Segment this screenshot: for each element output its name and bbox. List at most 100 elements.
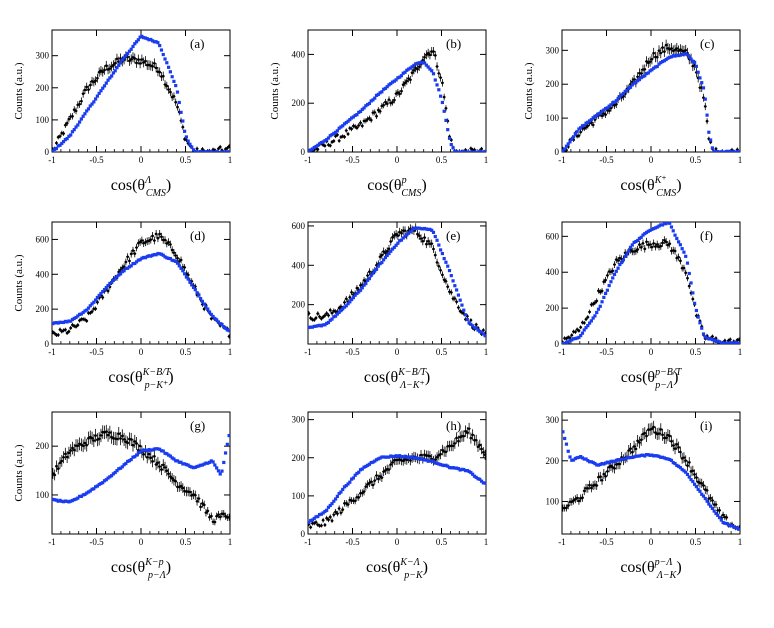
blue-data-point bbox=[65, 136, 69, 141]
blue-data-point bbox=[330, 133, 334, 137]
blue-data-point bbox=[321, 140, 325, 144]
blue-data-point bbox=[472, 326, 477, 330]
black-data-point bbox=[165, 84, 169, 88]
black-data-point bbox=[104, 430, 108, 433]
black-data-point bbox=[618, 462, 622, 466]
y-tick-label: 400 bbox=[36, 269, 50, 279]
blue-data-point bbox=[184, 463, 188, 467]
blue-data-point bbox=[476, 150, 480, 152]
blue-data-point bbox=[102, 479, 107, 483]
blue-data-point bbox=[110, 280, 114, 285]
blue-data-point bbox=[726, 523, 731, 527]
black-data-point bbox=[695, 476, 698, 479]
black-data-point bbox=[652, 51, 655, 55]
blue-data-point bbox=[479, 330, 484, 334]
blue-data-point bbox=[149, 37, 153, 42]
black-data-point bbox=[714, 147, 718, 151]
black-data-point bbox=[176, 105, 179, 109]
blue-data-point bbox=[81, 493, 85, 497]
black-data-point bbox=[165, 469, 169, 473]
black-data-point bbox=[380, 476, 384, 479]
panel-label: (g) bbox=[190, 418, 205, 433]
blue-data-point bbox=[348, 300, 352, 304]
blue-data-point bbox=[451, 279, 455, 283]
blue-data-point bbox=[634, 81, 638, 85]
blue-data-point bbox=[326, 505, 331, 509]
black-data-point bbox=[693, 473, 696, 476]
blue-data-point bbox=[179, 110, 183, 114]
y-tick-label: 200 bbox=[292, 453, 306, 463]
blue-data-point bbox=[627, 249, 631, 253]
black-data-point bbox=[320, 317, 323, 320]
blue-data-point bbox=[721, 150, 725, 152]
blue-data-point bbox=[342, 305, 347, 309]
x-tick-label: -0.5 bbox=[599, 155, 614, 165]
black-data-point bbox=[52, 472, 55, 475]
blue-data-point bbox=[108, 475, 112, 479]
blue-data-point bbox=[161, 52, 165, 57]
blue-data-point bbox=[190, 145, 194, 149]
blue-data-point bbox=[104, 478, 108, 482]
black-data-point bbox=[227, 144, 230, 148]
blue-data-point bbox=[458, 298, 462, 302]
black-data-point bbox=[316, 312, 320, 315]
blue-data-point bbox=[138, 35, 142, 39]
blue-data-point bbox=[637, 236, 642, 241]
blue-data-point bbox=[579, 333, 583, 338]
black-data-point bbox=[359, 121, 362, 125]
blue-data-point bbox=[101, 289, 105, 294]
black-data-point bbox=[604, 113, 607, 116]
blue-data-point bbox=[106, 283, 110, 288]
blue-data-point bbox=[367, 277, 372, 281]
blue-data-point bbox=[60, 499, 64, 503]
blue-data-point bbox=[117, 63, 121, 67]
blue-data-point bbox=[227, 329, 230, 333]
blue-data-point bbox=[612, 272, 617, 277]
blue-data-point bbox=[628, 455, 633, 460]
black-data-point bbox=[432, 50, 435, 53]
black-data-point bbox=[435, 455, 439, 459]
black-data-point bbox=[731, 344, 734, 347]
blue-data-point bbox=[183, 129, 187, 133]
black-data-point bbox=[64, 452, 67, 456]
x-tick-label: -0.5 bbox=[89, 155, 104, 165]
blue-data-point bbox=[156, 447, 160, 451]
black-data-point bbox=[602, 472, 606, 476]
blue-data-point bbox=[387, 83, 391, 87]
blue-data-point bbox=[366, 463, 370, 467]
blue-data-point bbox=[385, 455, 389, 459]
black-data-point bbox=[475, 153, 478, 156]
blue-data-point bbox=[579, 455, 583, 459]
black-data-point bbox=[713, 154, 716, 157]
black-data-point bbox=[133, 252, 137, 256]
x-tick-label: 0.5 bbox=[180, 155, 192, 165]
black-data-point bbox=[328, 144, 332, 147]
black-data-point bbox=[72, 448, 76, 452]
black-data-point bbox=[142, 61, 145, 64]
black-data-point bbox=[584, 486, 588, 490]
black-data-point bbox=[384, 251, 387, 255]
blue-data-point bbox=[330, 501, 334, 506]
black-data-point bbox=[103, 68, 106, 72]
blue-data-point bbox=[577, 335, 581, 340]
blue-data-point bbox=[358, 468, 363, 472]
blue-data-point bbox=[163, 255, 167, 259]
blue-data-point bbox=[596, 463, 601, 467]
blue-data-point bbox=[410, 455, 414, 459]
blue-data-point bbox=[371, 98, 375, 102]
blue-data-point bbox=[206, 150, 210, 152]
blue-data-point bbox=[99, 291, 103, 296]
black-data-point bbox=[725, 516, 728, 519]
blue-data-point bbox=[193, 465, 197, 469]
panel-label: (a) bbox=[190, 36, 204, 51]
blue-data-point bbox=[126, 51, 130, 56]
y-tick-label: 300 bbox=[546, 415, 560, 425]
black-data-point bbox=[344, 297, 348, 301]
black-data-point bbox=[368, 116, 371, 120]
blue-data-point bbox=[351, 476, 355, 480]
blue-data-point bbox=[364, 104, 368, 108]
blue-data-point bbox=[366, 278, 370, 282]
blue-data-point bbox=[140, 449, 144, 453]
blue-data-point bbox=[701, 86, 706, 90]
blue-data-point bbox=[225, 150, 229, 152]
